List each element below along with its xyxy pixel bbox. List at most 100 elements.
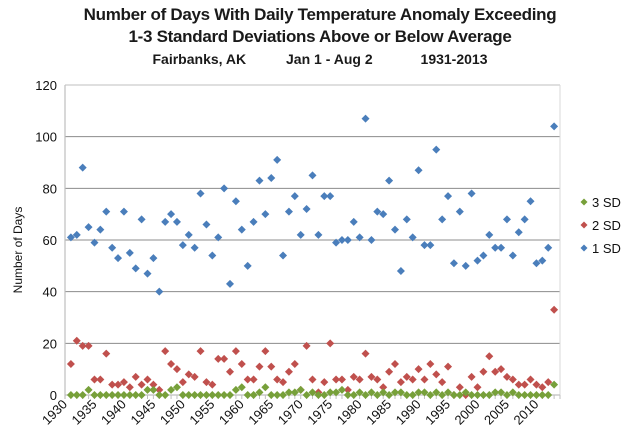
data-point <box>255 176 264 185</box>
data-point <box>332 375 341 384</box>
data-point <box>473 383 482 392</box>
data-point <box>355 233 364 242</box>
data-point <box>237 225 246 234</box>
data-point <box>273 375 282 384</box>
data-point <box>449 391 458 399</box>
data-point <box>379 388 388 397</box>
data-point <box>284 367 293 376</box>
x-tick-label: 1990 <box>393 397 424 428</box>
legend-label: 3 SD <box>592 195 621 210</box>
data-point <box>497 365 506 374</box>
data-point <box>408 391 417 399</box>
legend-marker <box>580 198 588 206</box>
data-point <box>420 241 429 250</box>
data-point <box>414 388 423 397</box>
data-point <box>532 259 541 268</box>
data-point <box>90 375 99 384</box>
data-point <box>143 375 152 384</box>
data-point <box>449 259 458 268</box>
y-tick-label: 120 <box>35 78 57 93</box>
data-point <box>290 192 299 201</box>
data-point <box>497 388 506 397</box>
data-point <box>538 391 547 399</box>
x-tick-label: 2000 <box>452 397 483 428</box>
data-point <box>408 233 417 242</box>
data-point <box>279 391 288 399</box>
x-tick-label: 1985 <box>363 397 394 428</box>
data-point <box>337 236 346 244</box>
data-point <box>479 367 488 376</box>
data-point <box>72 230 81 239</box>
data-point <box>526 375 535 384</box>
data-point <box>290 388 299 397</box>
series-1-sd <box>66 114 559 296</box>
data-point <box>279 251 288 260</box>
data-point <box>526 391 535 399</box>
data-point <box>296 385 305 394</box>
data-point <box>385 391 394 399</box>
legend: 3 SD 2 SD 1 SD <box>580 195 621 256</box>
data-point <box>220 391 229 399</box>
data-point <box>190 391 199 399</box>
series-2-sd <box>66 305 559 399</box>
data-point <box>396 378 405 387</box>
data-point <box>119 391 128 399</box>
data-point <box>161 391 170 399</box>
data-point <box>90 391 99 399</box>
data-point <box>402 391 411 399</box>
subtitle-period: Jan 1 - Aug 2 <box>286 51 373 67</box>
data-point <box>284 388 293 397</box>
x-tick-label: 1955 <box>186 397 217 428</box>
data-point <box>508 388 517 397</box>
data-point <box>143 385 152 394</box>
data-point <box>190 243 199 252</box>
data-point <box>226 367 234 376</box>
data-point <box>438 215 447 224</box>
data-point <box>72 336 81 345</box>
data-point <box>343 236 352 244</box>
x-tick-label: 1995 <box>422 397 453 428</box>
x-tick-label: 1960 <box>216 397 247 428</box>
data-point <box>273 155 282 164</box>
data-point <box>114 380 123 389</box>
data-point <box>167 360 176 368</box>
data-point <box>255 388 264 397</box>
data-point <box>249 375 258 384</box>
data-point <box>402 372 411 381</box>
data-point <box>314 230 323 239</box>
data-point <box>78 391 87 399</box>
x-tick-label: 1945 <box>127 397 158 428</box>
subtitle-years: 1931-2013 <box>420 51 488 67</box>
data-point <box>532 380 541 389</box>
data-point <box>255 362 264 371</box>
data-point <box>172 365 181 374</box>
data-point <box>226 279 234 288</box>
data-point <box>137 380 146 389</box>
data-point <box>267 391 276 399</box>
data-point <box>432 145 441 154</box>
data-point <box>438 378 447 387</box>
chart-subtitle: Fairbanks, AK Jan 1 - Aug 2 1931-2013 <box>0 48 640 70</box>
data-point <box>508 375 517 384</box>
data-point <box>167 210 176 219</box>
data-point <box>373 391 382 399</box>
data-point <box>155 391 164 399</box>
data-point <box>102 349 111 358</box>
data-point <box>367 372 376 381</box>
data-point <box>514 391 523 399</box>
x-tick-label: 1930 <box>39 397 70 428</box>
data-point <box>196 391 205 399</box>
data-point <box>402 215 411 224</box>
data-point <box>114 391 123 399</box>
legend-marker <box>580 221 588 229</box>
x-tick-label: 1980 <box>334 397 365 428</box>
data-point <box>473 256 482 265</box>
legend-label: 2 SD <box>592 218 621 233</box>
data-point <box>261 347 270 356</box>
data-point <box>125 383 134 392</box>
data-point <box>485 391 494 399</box>
data-point <box>214 391 223 399</box>
data-point <box>78 163 87 172</box>
data-point <box>438 391 447 399</box>
data-point <box>155 287 164 296</box>
